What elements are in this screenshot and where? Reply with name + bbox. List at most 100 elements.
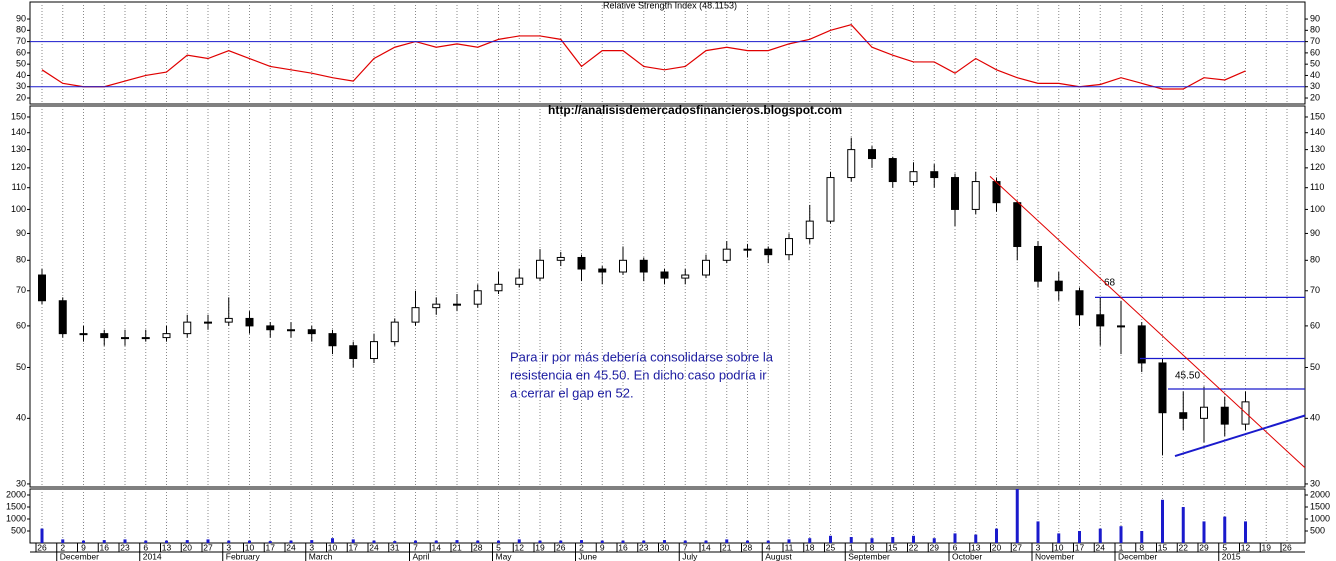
candle-body (536, 259, 544, 279)
month-label: August (765, 551, 792, 561)
volume-bar (870, 538, 874, 543)
x-tick-label: 24 (1096, 542, 1106, 552)
volume-bar (1057, 533, 1061, 543)
x-tick-label: 22 (1179, 542, 1189, 552)
x-tick-label: 22 (909, 542, 919, 552)
y-tick-label: 1000 (1310, 513, 1330, 523)
x-tick-label: 26 (556, 542, 566, 552)
x-tick-label: 17 (349, 542, 359, 552)
candle-body (971, 181, 980, 210)
x-tick-label: 24 (286, 542, 296, 552)
pane-frame (29, 488, 1306, 544)
candle-body (992, 181, 1001, 204)
candle-body (79, 333, 88, 336)
comment-line: Para ir por más debería consolidarse sob… (510, 349, 774, 364)
volume-bar (248, 540, 251, 543)
x-tick-label: 6 (953, 542, 958, 552)
x-tick-label: 24 (369, 542, 379, 552)
y-tick-label: 50 (1310, 362, 1320, 372)
volume-bar (787, 539, 791, 543)
y-tick-label: 140 (11, 127, 26, 137)
month-label: September (848, 551, 890, 561)
candle-body (224, 317, 233, 323)
x-tick-label: 3 (1036, 542, 1041, 552)
x-tick-label: 10 (245, 542, 255, 552)
volume-bar (932, 538, 936, 543)
x-tick-label: 20 (992, 542, 1002, 552)
candle-body (743, 248, 752, 251)
candle-body (1220, 406, 1229, 425)
candle-body (307, 329, 316, 335)
y-tick-label: 70 (1310, 285, 1320, 295)
x-tick-label: 16 (618, 542, 628, 552)
y-tick-label: 70 (16, 36, 26, 46)
y-tick-label: 90 (16, 228, 26, 238)
candle-body (390, 321, 399, 343)
volume-bar (268, 541, 272, 543)
volume-bar (455, 540, 459, 543)
candle-body (1096, 314, 1105, 327)
candle-body (453, 303, 461, 306)
x-tick-label: 1 (1119, 542, 1124, 552)
volume-bar (1223, 516, 1227, 543)
y-tick-label: 120 (1310, 162, 1325, 172)
volume-bar (1036, 521, 1040, 543)
y-tick-label: 30 (16, 81, 26, 91)
candle-body (349, 345, 358, 360)
x-tick-label: 11 (785, 542, 794, 552)
candle-body (1200, 406, 1208, 419)
y-tick-label: 90 (1310, 228, 1320, 238)
candle-body (328, 333, 337, 347)
y-tick-label: 30 (16, 478, 26, 488)
volume-bar (766, 540, 770, 543)
month-label: October (952, 551, 982, 561)
month-label: November (1035, 551, 1074, 561)
volume-bar (1202, 521, 1206, 543)
trendline (1174, 414, 1306, 458)
candle-body (245, 317, 254, 327)
candle-body (951, 177, 959, 210)
x-tick-label: 31 (390, 542, 400, 552)
candle-body (38, 274, 46, 302)
x-tick-label: 19 (1262, 542, 1272, 552)
x-tick-label: 9 (600, 542, 605, 552)
y-tick-label: 2000 (1310, 489, 1330, 499)
x-tick-label: 29 (930, 542, 940, 552)
volume-bar (849, 537, 853, 543)
candle-body (764, 248, 773, 256)
volume-bar (372, 540, 376, 543)
y-tick-label: 40 (1310, 413, 1320, 423)
candle-body (204, 321, 212, 324)
candle-body (411, 307, 420, 323)
volume-bar (1244, 521, 1247, 543)
month-label: December (1118, 551, 1157, 561)
candle-body (930, 171, 939, 179)
x-tick-label: 10 (1054, 542, 1064, 552)
x-tick-label: 25 (826, 542, 836, 552)
level-label: 68 (1104, 278, 1116, 289)
x-tick-label: 12 (1241, 542, 1251, 552)
volume-bar (600, 540, 604, 543)
x-tick-label: 27 (203, 542, 213, 552)
candle-body (494, 283, 503, 292)
y-tick-label: 2000 (6, 489, 26, 499)
candle-body (266, 325, 275, 331)
x-tick-label: 15 (1158, 542, 1168, 552)
volume-bar (1119, 526, 1123, 543)
volume-bar (559, 540, 563, 543)
candle-body (639, 259, 648, 273)
x-tick-label: 18 (805, 542, 815, 552)
volume-bar (642, 540, 646, 543)
y-tick-label: 60 (16, 320, 26, 330)
volume-bar (995, 528, 998, 543)
candle-body (805, 220, 814, 240)
x-tick-label: 8 (1139, 542, 1144, 552)
x-tick-label: 16 (100, 542, 110, 552)
candle-body (1034, 245, 1042, 282)
volume-bar (725, 539, 729, 543)
volume-bar (144, 540, 148, 543)
candle-body (1075, 290, 1084, 316)
y-tick-label: 40 (16, 413, 26, 423)
volume-bar (351, 539, 355, 543)
candle-body (577, 256, 586, 270)
